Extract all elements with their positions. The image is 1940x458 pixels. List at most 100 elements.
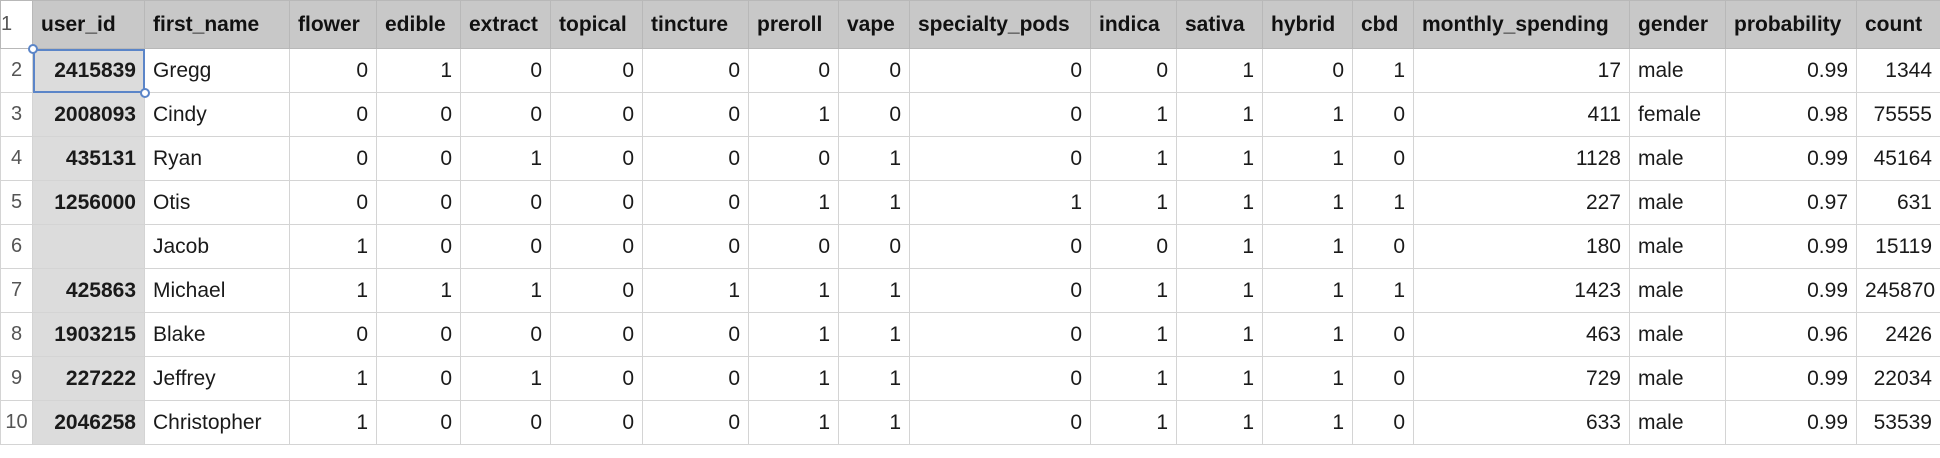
cell-preroll[interactable]: 1: [748, 312, 839, 357]
cell-count[interactable]: 45164: [1856, 136, 1940, 181]
column-header-tincture[interactable]: tincture: [642, 0, 749, 49]
cell-specialty-pods[interactable]: 0: [909, 136, 1091, 181]
cell-count[interactable]: 2426: [1856, 312, 1940, 357]
cell-vape[interactable]: 1: [838, 356, 910, 401]
cell-monthly-spending[interactable]: 227: [1413, 180, 1630, 225]
cell-extract[interactable]: 0: [460, 48, 551, 93]
cell-probability[interactable]: 0.96: [1725, 312, 1857, 357]
cell-probability[interactable]: 0.98: [1725, 92, 1857, 137]
row-number[interactable]: 10: [0, 400, 33, 445]
cell-user-id[interactable]: 425863: [32, 268, 145, 313]
cell-extract[interactable]: 0: [460, 400, 551, 445]
cell-tincture[interactable]: 0: [642, 400, 749, 445]
row-number[interactable]: 6: [0, 224, 33, 269]
cell-sativa[interactable]: 1: [1176, 312, 1263, 357]
cell-count[interactable]: 1344: [1856, 48, 1940, 93]
cell-monthly-spending[interactable]: 729: [1413, 356, 1630, 401]
cell-first-name[interactable]: Christopher: [144, 400, 290, 445]
cell-specialty-pods[interactable]: 0: [909, 224, 1091, 269]
cell-edible[interactable]: 0: [376, 92, 461, 137]
cell-tincture[interactable]: 0: [642, 356, 749, 401]
cell-flower[interactable]: 0: [289, 48, 377, 93]
cell-hybrid[interactable]: 0: [1262, 48, 1353, 93]
column-header-topical[interactable]: topical: [550, 0, 643, 49]
cell-extract[interactable]: 1: [460, 356, 551, 401]
column-header-sativa[interactable]: sativa: [1176, 0, 1263, 49]
cell-gender[interactable]: male: [1629, 180, 1726, 225]
cell-user-id[interactable]: 227222: [32, 356, 145, 401]
cell-count[interactable]: 75555: [1856, 92, 1940, 137]
cell-flower[interactable]: 0: [289, 180, 377, 225]
cell-hybrid[interactable]: 1: [1262, 224, 1353, 269]
cell-vape[interactable]: 1: [838, 312, 910, 357]
cell-tincture[interactable]: 0: [642, 224, 749, 269]
column-header-count[interactable]: count: [1856, 0, 1940, 49]
cell-cbd[interactable]: 0: [1352, 356, 1414, 401]
cell-vape[interactable]: 1: [838, 136, 910, 181]
row-number[interactable]: 5: [0, 180, 33, 225]
cell-specialty-pods[interactable]: 0: [909, 92, 1091, 137]
cell-flower[interactable]: 0: [289, 92, 377, 137]
cell-probability[interactable]: 0.97: [1725, 180, 1857, 225]
cell-topical[interactable]: 0: [550, 92, 643, 137]
cell-cbd[interactable]: 1: [1352, 268, 1414, 313]
cell-sativa[interactable]: 1: [1176, 92, 1263, 137]
cell-hybrid[interactable]: 1: [1262, 268, 1353, 313]
cell-cbd[interactable]: 0: [1352, 136, 1414, 181]
cell-preroll[interactable]: 1: [748, 356, 839, 401]
cell-hybrid[interactable]: 1: [1262, 136, 1353, 181]
row-number[interactable]: 8: [0, 312, 33, 357]
cell-vape[interactable]: 1: [838, 400, 910, 445]
cell-tincture[interactable]: 1: [642, 268, 749, 313]
row-number[interactable]: 7: [0, 268, 33, 313]
column-header-cbd[interactable]: cbd: [1352, 0, 1414, 49]
cell-preroll[interactable]: 1: [748, 268, 839, 313]
cell-tincture[interactable]: 0: [642, 180, 749, 225]
cell-topical[interactable]: 0: [550, 136, 643, 181]
cell-sativa[interactable]: 1: [1176, 224, 1263, 269]
cell-count[interactable]: 22034: [1856, 356, 1940, 401]
cell-user-id[interactable]: 2415839: [32, 48, 145, 93]
cell-flower[interactable]: 1: [289, 224, 377, 269]
column-header-indica[interactable]: indica: [1090, 0, 1177, 49]
cell-topical[interactable]: 0: [550, 312, 643, 357]
cell-monthly-spending[interactable]: 463: [1413, 312, 1630, 357]
cell-first-name[interactable]: Jeffrey: [144, 356, 290, 401]
cell-indica[interactable]: 0: [1090, 48, 1177, 93]
cell-specialty-pods[interactable]: 0: [909, 48, 1091, 93]
cell-first-name[interactable]: Ryan: [144, 136, 290, 181]
cell-first-name[interactable]: Michael: [144, 268, 290, 313]
cell-preroll[interactable]: 0: [748, 224, 839, 269]
cell-extract[interactable]: 1: [460, 136, 551, 181]
cell-indica[interactable]: 1: [1090, 180, 1177, 225]
cell-probability[interactable]: 0.99: [1725, 400, 1857, 445]
cell-sativa[interactable]: 1: [1176, 400, 1263, 445]
cell-preroll[interactable]: 1: [748, 92, 839, 137]
cell-vape[interactable]: 0: [838, 48, 910, 93]
cell-indica[interactable]: 1: [1090, 92, 1177, 137]
cell-monthly-spending[interactable]: 1423: [1413, 268, 1630, 313]
cell-edible[interactable]: 0: [376, 312, 461, 357]
cell-extract[interactable]: 0: [460, 92, 551, 137]
cell-gender[interactable]: female: [1629, 92, 1726, 137]
cell-topical[interactable]: 0: [550, 268, 643, 313]
cell-gender[interactable]: male: [1629, 48, 1726, 93]
cell-count[interactable]: 15119: [1856, 224, 1940, 269]
cell-hybrid[interactable]: 1: [1262, 312, 1353, 357]
cell-edible[interactable]: 0: [376, 224, 461, 269]
cell-gender[interactable]: male: [1629, 224, 1726, 269]
cell-count[interactable]: 53539: [1856, 400, 1940, 445]
column-header-preroll[interactable]: preroll: [748, 0, 839, 49]
cell-probability[interactable]: 0.99: [1725, 224, 1857, 269]
cell-cbd[interactable]: 0: [1352, 400, 1414, 445]
cell-specialty-pods[interactable]: 0: [909, 268, 1091, 313]
cell-first-name[interactable]: Gregg: [144, 48, 290, 93]
cell-user-id[interactable]: 2008093: [32, 92, 145, 137]
cell-specialty-pods[interactable]: 0: [909, 356, 1091, 401]
cell-preroll[interactable]: 0: [748, 48, 839, 93]
cell-sativa[interactable]: 1: [1176, 268, 1263, 313]
cell-indica[interactable]: 1: [1090, 400, 1177, 445]
cell-sativa[interactable]: 1: [1176, 356, 1263, 401]
cell-flower[interactable]: 0: [289, 136, 377, 181]
